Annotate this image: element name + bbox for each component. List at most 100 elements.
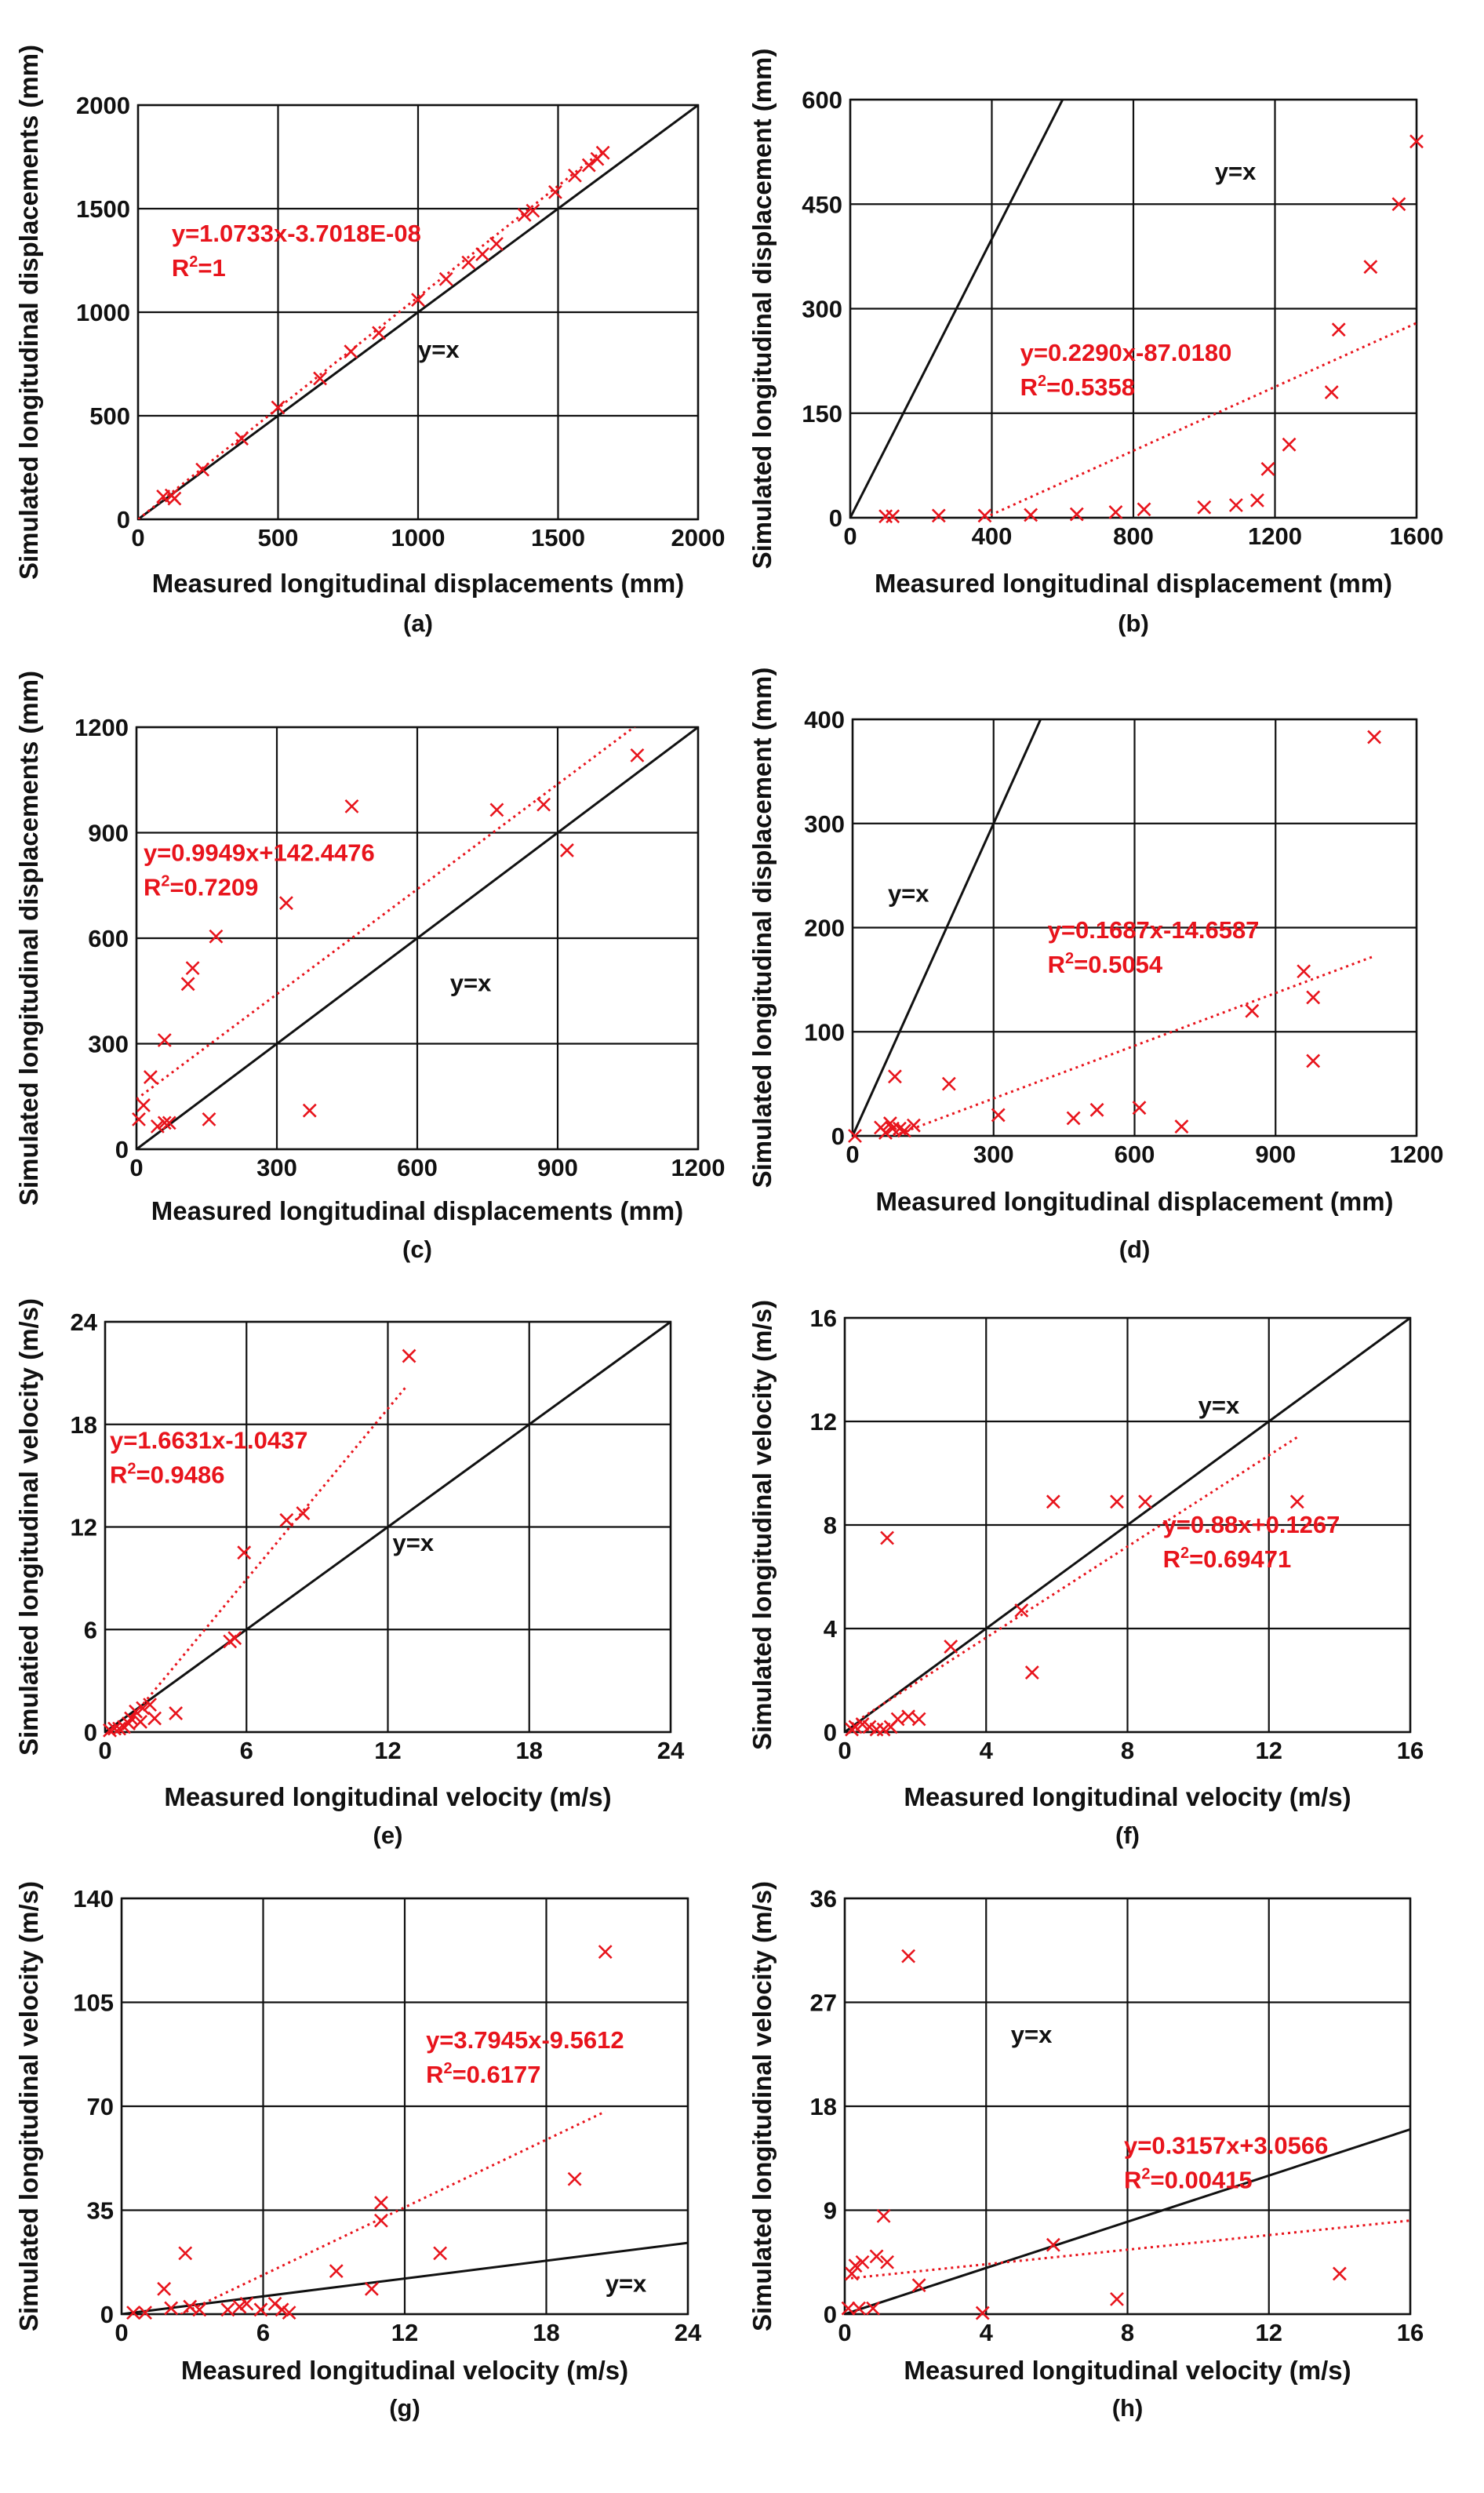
- x-tick-label: 300: [256, 1154, 297, 1181]
- data-point: [271, 400, 286, 415]
- data-point: [892, 1121, 907, 1136]
- data-point: [239, 2296, 254, 2311]
- fit-equation: y=0.9949x+142.4476: [144, 839, 375, 866]
- r-squared-prefix: R: [1048, 951, 1065, 978]
- data-point: [548, 184, 562, 199]
- y-tick-label: 100: [804, 1018, 845, 1046]
- fit-equation: y=3.7945x-9.5612: [426, 2026, 624, 2054]
- y-tick-label: 70: [87, 2093, 114, 2120]
- data-point: [991, 1108, 1006, 1123]
- data-point: [901, 1709, 916, 1724]
- plot-frame: [120, 1897, 689, 2316]
- x-tick-label: 400: [972, 522, 1013, 550]
- data-point: [296, 1506, 311, 1520]
- data-point: [595, 145, 610, 160]
- data-point: [1363, 260, 1378, 275]
- data-point: [143, 1698, 157, 1712]
- data-point: [880, 2255, 894, 2269]
- x-tick-label: 0: [115, 2319, 128, 2346]
- x-tick-label: 4: [980, 2319, 994, 2346]
- x-tick-label: 24: [675, 2319, 702, 2346]
- data-point: [880, 1530, 894, 1545]
- x-tick-label: 0: [838, 2319, 851, 2346]
- r-squared-value: =1: [198, 254, 225, 282]
- x-tick-label: 0: [129, 1154, 143, 1181]
- x-axis-title: Measured longitudinal velocity (m/s): [904, 2356, 1351, 2385]
- data-point: [1046, 1494, 1060, 1509]
- identity-line: [136, 727, 698, 1149]
- x-tick-label: 0: [843, 522, 857, 550]
- data-point: [150, 1119, 165, 1134]
- plot-frame: [104, 1320, 672, 1734]
- y-tick-label: 0: [100, 2301, 114, 2328]
- data-point: [164, 2301, 179, 2316]
- data-point: [1069, 507, 1084, 522]
- y-axis-title: Simulated longitudinal displacement (mm): [747, 49, 777, 570]
- y-tick-label: 18: [810, 2093, 837, 2120]
- x-axis-title: Measured longitudinal velocity (m/s): [164, 1782, 611, 1811]
- data-point: [162, 1115, 176, 1130]
- y-tick-label: 0: [824, 1719, 837, 1746]
- r-squared-exponent: 2: [127, 1460, 136, 1477]
- data-point: [1197, 500, 1212, 515]
- x-axis-title: Measured longitudinal displacements (mm): [151, 1196, 683, 1225]
- data-point: [901, 1949, 916, 1963]
- data-point: [1138, 1494, 1152, 1509]
- r-squared-exponent: 2: [161, 872, 169, 890]
- x-tick-label: 2000: [671, 524, 726, 551]
- fit-equation: y=1.0733x-3.7018E-08: [172, 220, 421, 247]
- y-tick-label: 600: [802, 86, 842, 114]
- panel-label: (h): [1112, 2394, 1144, 2422]
- data-point: [124, 1711, 138, 1726]
- x-axis-title: Measured longitudinal displacements (mm): [152, 569, 684, 598]
- data-point: [852, 2301, 866, 2316]
- x-tick-label: 1200: [1390, 1141, 1444, 1168]
- y-tick-label: 600: [88, 925, 129, 952]
- y-tick-label: 12: [810, 1408, 837, 1436]
- plot-area: [105, 1322, 671, 1732]
- data-point: [886, 1121, 900, 1136]
- data-point: [138, 2306, 153, 2320]
- y-tick-label: 140: [73, 1885, 114, 1913]
- data-point: [911, 2278, 926, 2293]
- data-point: [876, 2208, 891, 2223]
- identity-line: [850, 100, 1064, 518]
- data-point: [132, 1112, 146, 1126]
- r-squared-prefix: R: [110, 1461, 127, 1488]
- data-point: [1066, 1111, 1081, 1126]
- data-point: [129, 1704, 143, 1719]
- data-point: [1367, 730, 1381, 744]
- data-point: [1306, 1054, 1321, 1068]
- r-squared-prefix: R: [1124, 2166, 1141, 2193]
- data-point: [890, 1712, 905, 1727]
- data-point: [878, 509, 893, 524]
- y-tick-label: 35: [87, 2197, 114, 2225]
- fit-line: [138, 149, 604, 519]
- data-point: [313, 371, 327, 386]
- x-tick-label: 1200: [1248, 522, 1302, 550]
- data-point: [202, 1112, 216, 1126]
- chart-a: 0 500 1000 1500 2000 0 500 1000 1500 2000 Measured…: [14, 45, 726, 637]
- fit-line: [851, 1436, 1298, 1726]
- x-axis-title: Measured longitudinal velocity (m/s): [181, 2356, 628, 2385]
- x-tick-label: 900: [1255, 1141, 1296, 1168]
- data-point: [855, 2255, 870, 2269]
- y-tick-label: 27: [810, 1989, 837, 2017]
- data-point: [209, 929, 224, 944]
- data-point: [136, 1098, 151, 1112]
- r-squared-exponent: 2: [1180, 1545, 1189, 1562]
- x-tick-label: 24: [657, 1737, 685, 1764]
- data-point: [185, 961, 200, 976]
- data-point: [1137, 502, 1151, 517]
- fit-line: [180, 2110, 606, 2314]
- x-tick-label: 4: [980, 1737, 994, 1764]
- data-point: [581, 158, 596, 173]
- y-axis-title: Simulatied longitudinal velocity (m/s): [14, 1298, 43, 1756]
- r-squared-exponent: 2: [1065, 950, 1074, 967]
- data-point: [1024, 508, 1038, 522]
- x-tick-label: 300: [973, 1141, 1014, 1168]
- r-squared-prefix: R: [1020, 373, 1038, 401]
- plot-frame: [135, 726, 700, 1151]
- data-point: [157, 1115, 172, 1130]
